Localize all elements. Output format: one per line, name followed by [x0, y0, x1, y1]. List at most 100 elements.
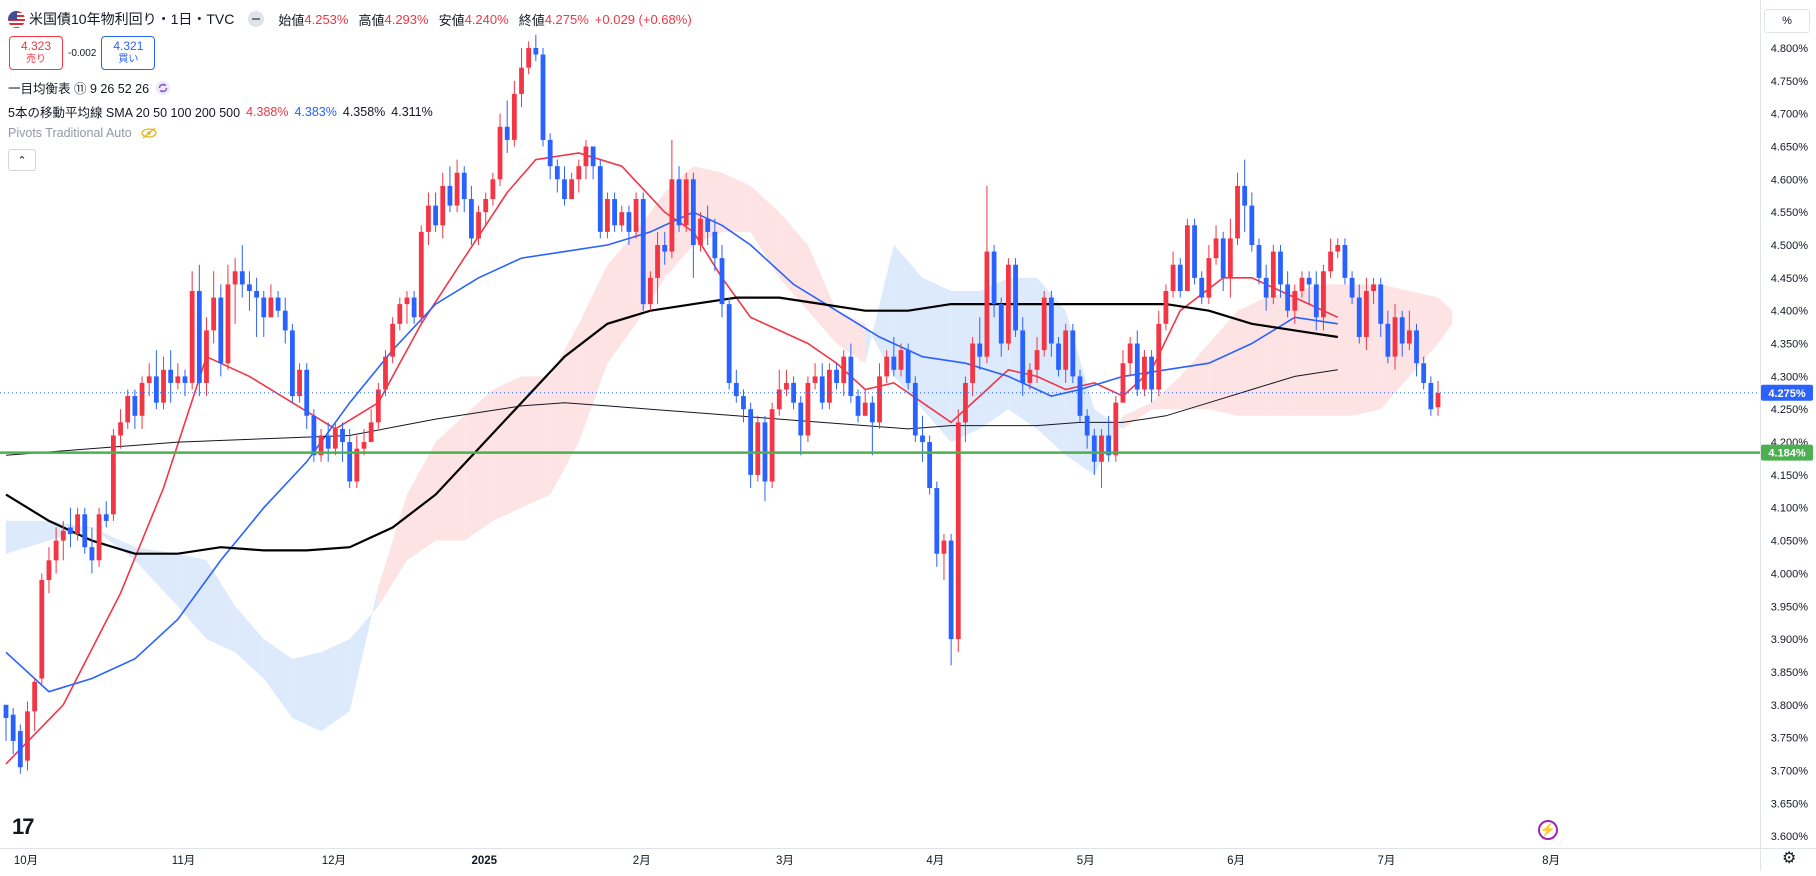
candle[interactable]: [39, 573, 45, 686]
candle[interactable]: [175, 363, 181, 390]
candle[interactable]: [189, 271, 195, 390]
candle[interactable]: [905, 343, 911, 390]
candle[interactable]: [397, 297, 403, 331]
candle[interactable]: [970, 336, 975, 397]
candle[interactable]: [1170, 251, 1176, 298]
candle[interactable]: [991, 245, 997, 318]
candle[interactable]: [297, 363, 302, 403]
candle[interactable]: [1120, 350, 1126, 403]
candle[interactable]: [383, 350, 388, 397]
candle[interactable]: [433, 192, 438, 232]
candle[interactable]: [841, 350, 847, 397]
candle[interactable]: [1263, 264, 1269, 311]
candle[interactable]: [719, 245, 725, 318]
candle[interactable]: [712, 218, 718, 272]
candle[interactable]: [1285, 271, 1291, 318]
candle[interactable]: [247, 271, 252, 311]
candle[interactable]: [53, 527, 59, 574]
candle[interactable]: [1299, 271, 1305, 298]
candle[interactable]: [32, 678, 38, 732]
candle[interactable]: [111, 428, 116, 521]
candle[interactable]: [168, 350, 174, 403]
candle[interactable]: [869, 396, 875, 456]
candle[interactable]: [1185, 218, 1190, 291]
candle[interactable]: [1399, 310, 1405, 357]
candle[interactable]: [633, 192, 639, 239]
candle[interactable]: [755, 415, 761, 482]
candle[interactable]: [196, 264, 202, 397]
candle[interactable]: [655, 231, 660, 305]
candle[interactable]: [798, 396, 804, 456]
candle[interactable]: [676, 166, 682, 232]
candle[interactable]: [1392, 304, 1398, 370]
candle[interactable]: [347, 428, 353, 489]
candle[interactable]: [726, 297, 732, 390]
candle[interactable]: [1034, 336, 1040, 383]
candle[interactable]: [1056, 336, 1061, 377]
ichimoku-legend[interactable]: 一目均衡表 ⑪ 9 26 52 26: [8, 78, 171, 97]
pivots-legend[interactable]: Pivots Traditional Auto: [8, 126, 158, 140]
candle[interactable]: [640, 192, 646, 311]
hidden-eye-icon[interactable]: [140, 126, 158, 140]
candle[interactable]: [325, 422, 331, 462]
candle[interactable]: [569, 172, 575, 200]
candle[interactable]: [791, 376, 796, 410]
symbol-title[interactable]: 米国債10年物利回り・1日・TVC: [29, 11, 235, 27]
sell-button[interactable]: 4.323 売り: [9, 36, 63, 70]
candle[interactable]: [1364, 277, 1369, 351]
candle[interactable]: [855, 389, 861, 423]
candle[interactable]: [1013, 258, 1018, 337]
collapse-legend-button[interactable]: ⌃: [8, 149, 36, 171]
candle[interactable]: [1356, 284, 1362, 344]
candle[interactable]: [125, 389, 131, 429]
candle[interactable]: [1006, 258, 1011, 351]
candle[interactable]: [1070, 323, 1076, 383]
candle[interactable]: [698, 212, 703, 252]
candle[interactable]: [10, 708, 16, 755]
candle[interactable]: [60, 520, 66, 561]
candle[interactable]: [139, 376, 145, 429]
candle[interactable]: [361, 428, 367, 456]
candle[interactable]: [218, 284, 224, 377]
candle[interactable]: [1127, 336, 1133, 377]
candle[interactable]: [834, 363, 839, 390]
candle[interactable]: [476, 205, 481, 246]
candle[interactable]: [75, 507, 80, 541]
candle[interactable]: [1342, 238, 1348, 285]
candle[interactable]: [1321, 264, 1326, 331]
candle[interactable]: [1428, 376, 1434, 416]
candle[interactable]: [927, 435, 933, 495]
candle[interactable]: [146, 363, 152, 397]
candle[interactable]: [1099, 428, 1104, 489]
candle[interactable]: [1106, 415, 1112, 462]
candle[interactable]: [612, 192, 617, 232]
candle[interactable]: [82, 507, 88, 554]
candle[interactable]: [204, 317, 209, 397]
candle[interactable]: [368, 409, 374, 443]
candle[interactable]: [483, 192, 489, 226]
candle[interactable]: [1177, 258, 1183, 298]
candle[interactable]: [1235, 172, 1240, 246]
candle[interactable]: [1313, 271, 1319, 331]
candle[interactable]: [1077, 369, 1083, 423]
unit-button[interactable]: %: [1764, 9, 1810, 33]
candle[interactable]: [784, 369, 789, 397]
candle[interactable]: [490, 172, 496, 206]
collapse-dot-icon[interactable]: [248, 11, 265, 27]
candle[interactable]: [955, 409, 961, 653]
candle[interactable]: [948, 534, 954, 666]
candle[interactable]: [461, 166, 467, 213]
candle[interactable]: [268, 284, 274, 318]
candle[interactable]: [1113, 396, 1119, 462]
candle[interactable]: [1256, 238, 1262, 285]
candle[interactable]: [984, 185, 990, 364]
candle[interactable]: [1206, 245, 1212, 305]
candle[interactable]: [390, 317, 396, 364]
candle[interactable]: [3, 704, 9, 741]
candle[interactable]: [776, 369, 782, 416]
candle[interactable]: [576, 159, 582, 193]
candle[interactable]: [1041, 290, 1047, 357]
candle[interactable]: [1335, 238, 1341, 259]
candle[interactable]: [25, 701, 30, 771]
candle[interactable]: [89, 527, 95, 574]
